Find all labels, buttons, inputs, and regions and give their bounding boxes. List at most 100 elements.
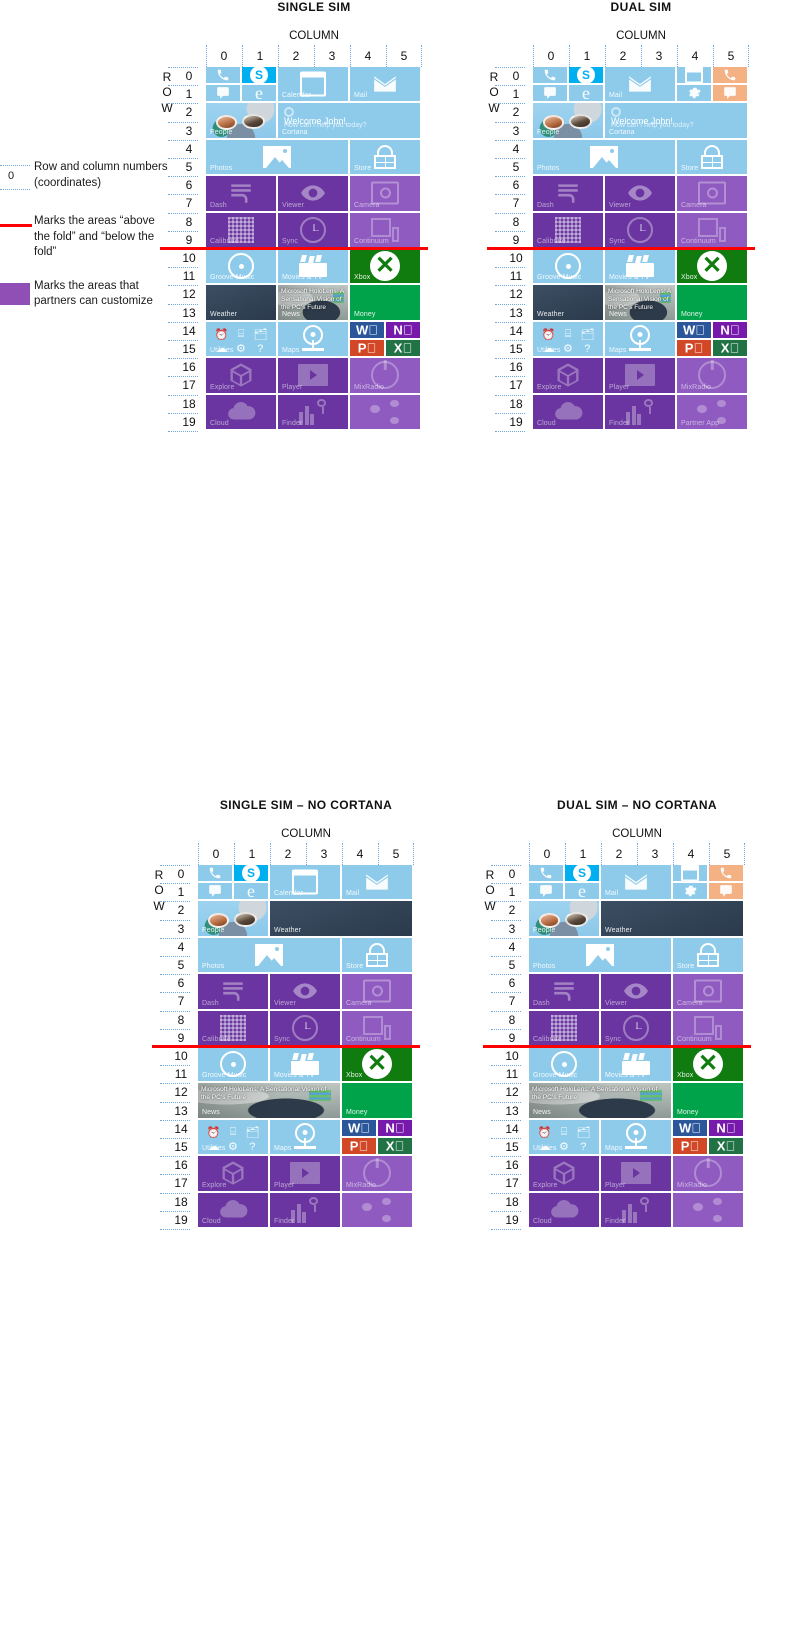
tile-xbox[interactable]: ✕ Xbox: [350, 249, 420, 284]
tile-photos[interactable]: Photos: [533, 139, 675, 175]
tile-people[interactable]: People: [533, 103, 603, 138]
tile-office-powerpoint[interactable]: P⃞: [350, 340, 384, 357]
tile-maps[interactable]: Maps: [278, 321, 348, 357]
tile-continuum[interactable]: Continuum: [673, 1010, 743, 1045]
tile-player[interactable]: Player: [270, 1156, 340, 1191]
tile-edge[interactable]: e: [234, 883, 268, 900]
tile-movies-tv[interactable]: Movies & TV: [605, 249, 675, 284]
tile-store[interactable]: Store: [350, 139, 420, 175]
tile-movies-tv[interactable]: Movies & TV: [601, 1047, 671, 1082]
tile-office-onenote[interactable]: N⃞: [709, 1119, 743, 1136]
tile-partner-app[interactable]: [350, 394, 420, 429]
tile-office-excel[interactable]: X⃞: [378, 1138, 412, 1155]
tile-weather-wide[interactable]: SeattleMostly Clear56°F75°62°~10 mph◆ 40…: [270, 901, 412, 936]
tile-skype[interactable]: S: [569, 67, 603, 84]
tile-office-powerpoint[interactable]: P⃞: [677, 340, 711, 357]
tile-messaging-sim1[interactable]: [529, 883, 563, 900]
tile-sync[interactable]: Sync: [605, 212, 675, 247]
tile-player[interactable]: Player: [605, 358, 675, 393]
tile-dash[interactable]: Dash: [529, 974, 599, 1009]
tile-calibrate[interactable]: Calibrate: [533, 212, 603, 247]
tile-player[interactable]: Player: [601, 1156, 671, 1191]
tile-xbox[interactable]: ✕ Xbox: [342, 1047, 412, 1082]
tile-photos[interactable]: Photos: [529, 937, 671, 973]
tile-mixradio[interactable]: MixRadio: [350, 358, 420, 393]
tile-camera[interactable]: Camera: [342, 974, 412, 1009]
tile-partner-app[interactable]: Partner App: [677, 394, 747, 429]
tile-cloud[interactable]: Cloud: [529, 1192, 599, 1227]
tile-utilities[interactable]: ⏰ ⌸ 🗂 ☁ ⚙? Utilities: [198, 1119, 268, 1155]
tile-money[interactable]: NASDAQ4,634.38▲ +1.39%02/25/2015Money: [342, 1083, 412, 1118]
tile-photos[interactable]: Photos: [198, 937, 340, 973]
tile-phone-sim2[interactable]: [709, 865, 743, 882]
tile-viewer[interactable]: Viewer: [270, 974, 340, 1009]
tile-viewer[interactable]: Viewer: [601, 974, 671, 1009]
tile-mail[interactable]: Mail: [605, 67, 675, 102]
tile-people[interactable]: People: [198, 901, 268, 936]
tile-camera[interactable]: Camera: [350, 176, 420, 211]
tile-skype[interactable]: S: [565, 865, 599, 882]
tile-office-onenote[interactable]: N⃞: [378, 1119, 412, 1136]
tile-mail[interactable]: Mail: [601, 865, 671, 900]
tile-calibrate[interactable]: Calibrate: [529, 1010, 599, 1045]
tile-continuum[interactable]: Continuum: [677, 212, 747, 247]
tile-news[interactable]: Microsoft HoloLens: A Sensational Vision…: [605, 285, 675, 320]
tile-news-wide[interactable]: Microsoft HoloLens: A Sensational Vision…: [529, 1083, 671, 1118]
tile-calendar-small[interactable]: 13: [673, 865, 707, 882]
tile-maps[interactable]: Maps: [270, 1119, 340, 1155]
tile-office-onenote[interactable]: N⃞: [386, 321, 420, 338]
tile-calendar[interactable]: 13 Calendar: [278, 67, 348, 102]
tile-maps[interactable]: Maps: [605, 321, 675, 357]
tile-maps[interactable]: Maps: [601, 1119, 671, 1155]
tile-office-excel[interactable]: X⃞: [709, 1138, 743, 1155]
tile-continuum[interactable]: Continuum: [342, 1010, 412, 1045]
tile-camera[interactable]: Camera: [673, 974, 743, 1009]
tile-photos[interactable]: Photos: [206, 139, 348, 175]
tile-dash[interactable]: Dash: [533, 176, 603, 211]
tile-office-word[interactable]: W⃞: [342, 1119, 376, 1136]
tile-store[interactable]: Store: [677, 139, 747, 175]
tile-groove-music[interactable]: Groove Music: [529, 1047, 599, 1082]
tile-news-wide[interactable]: Microsoft HoloLens: A Sensational Vision…: [198, 1083, 340, 1118]
tile-weather-wide[interactable]: SeattleMostly Clear56°F75°62°~10 mph◆ 40…: [601, 901, 743, 936]
tile-phone-sim1[interactable]: [529, 865, 563, 882]
tile-finder[interactable]: Finder: [605, 394, 675, 429]
tile-calibrate[interactable]: Calibrate: [198, 1010, 268, 1045]
tile-explore[interactable]: Explore: [529, 1156, 599, 1191]
tile-dash[interactable]: Dash: [198, 974, 268, 1009]
tile-edge[interactable]: e: [242, 85, 276, 102]
tile-phone[interactable]: [206, 67, 240, 84]
tile-office-word[interactable]: W⃞: [677, 321, 711, 338]
tile-store[interactable]: Store: [673, 937, 743, 973]
tile-cortana[interactable]: Welcome John! How can I help you today? Co…: [278, 103, 420, 138]
tile-calendar[interactable]: 13 Calendar: [270, 865, 340, 900]
tile-xbox[interactable]: ✕ Xbox: [673, 1047, 743, 1082]
tile-office-onenote[interactable]: N⃞: [713, 321, 747, 338]
tile-mail[interactable]: Mail: [342, 865, 412, 900]
tile-explore[interactable]: Explore: [533, 358, 603, 393]
tile-finder[interactable]: Finder: [601, 1192, 671, 1227]
tile-finder[interactable]: Finder: [278, 394, 348, 429]
tile-messaging-sim1[interactable]: [533, 85, 567, 102]
tile-groove-music[interactable]: Groove Music: [533, 249, 603, 284]
tile-calibrate[interactable]: Calibrate: [206, 212, 276, 247]
tile-phone[interactable]: [198, 865, 232, 882]
tile-explore[interactable]: Explore: [198, 1156, 268, 1191]
tile-money[interactable]: NASDAQ4,634.38▲ +1.39%02/25/2015Money: [673, 1083, 743, 1118]
tile-viewer[interactable]: Viewer: [605, 176, 675, 211]
tile-calendar-small[interactable]: 13: [677, 67, 711, 84]
tile-messaging-sim2[interactable]: [713, 85, 747, 102]
tile-news[interactable]: Microsoft HoloLens: A Sensational Vision…: [278, 285, 348, 320]
tile-messaging[interactable]: [206, 85, 240, 102]
tile-cloud[interactable]: Cloud: [533, 394, 603, 429]
tile-mail[interactable]: Mail: [350, 67, 420, 102]
tile-cortana[interactable]: Welcome John! How can I help you today? Co…: [605, 103, 747, 138]
tile-camera[interactable]: Camera: [677, 176, 747, 211]
tile-player[interactable]: Player: [278, 358, 348, 393]
tile-movies-tv[interactable]: Movies & TV: [278, 249, 348, 284]
tile-utilities[interactable]: ⏰ ⌸ 🗂 ☁ ⚙? Utilities: [206, 321, 276, 357]
tile-skype[interactable]: S: [242, 67, 276, 84]
tile-sync[interactable]: Sync: [270, 1010, 340, 1045]
tile-partner-app[interactable]: [673, 1192, 743, 1227]
tile-viewer[interactable]: Viewer: [278, 176, 348, 211]
